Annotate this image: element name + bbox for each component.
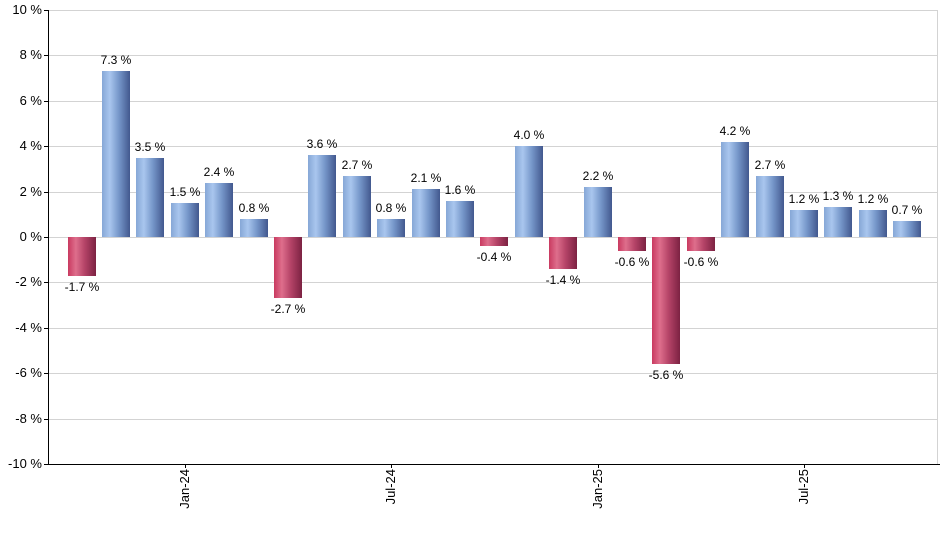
bar (68, 237, 96, 276)
gridline (48, 192, 938, 193)
bar-value-label: 2.2 % (582, 169, 614, 183)
bar-value-label: 0.7 % (891, 203, 923, 217)
bar (893, 221, 921, 237)
y-tick-mark (44, 464, 48, 465)
bar (824, 207, 852, 237)
gridline (48, 55, 938, 56)
y-tick-label: -6 % (15, 365, 42, 380)
x-tick-mark (185, 464, 186, 468)
bar-value-label: -1.4 % (545, 273, 581, 287)
bar (205, 183, 233, 237)
bar (721, 142, 749, 237)
bar-value-label: 2.7 % (341, 158, 373, 172)
x-tick-mark (598, 464, 599, 468)
y-tick-label: 6 % (19, 93, 42, 108)
x-axis-line (48, 464, 940, 465)
bar (515, 146, 543, 237)
plot-right-border (937, 10, 938, 464)
y-tick-mark (44, 328, 48, 329)
y-tick-mark (44, 282, 48, 283)
bar-value-label: 0.8 % (375, 201, 407, 215)
bar (412, 189, 440, 237)
bar-value-label: 1.3 % (822, 189, 854, 203)
x-tick-mark (391, 464, 392, 468)
x-tick-label: Jul-25 (796, 469, 811, 505)
gridline (48, 328, 938, 329)
bar (446, 201, 474, 237)
x-tick-mark (804, 464, 805, 468)
bar-value-label: 1.2 % (788, 192, 820, 206)
y-tick-label: 10 % (12, 2, 42, 17)
gridline (48, 146, 938, 147)
bar-value-label: 2.7 % (754, 158, 786, 172)
bar (171, 203, 199, 237)
bar (549, 237, 577, 269)
bar (343, 176, 371, 237)
bar (687, 237, 715, 251)
bar (618, 237, 646, 251)
y-tick-label: 2 % (19, 184, 42, 199)
gridline (48, 282, 938, 283)
bar (308, 155, 336, 237)
bar-value-label: 3.6 % (306, 137, 338, 151)
y-tick-label: -8 % (15, 411, 42, 426)
y-tick-mark (44, 146, 48, 147)
y-tick-label: -10 % (8, 456, 42, 471)
bar-value-label: -2.7 % (270, 302, 306, 316)
bar-value-label: 1.5 % (169, 185, 201, 199)
bar-value-label: 4.2 % (719, 124, 751, 138)
bar-value-label: 2.4 % (203, 165, 235, 179)
bar-value-label: -0.6 % (683, 255, 719, 269)
bar-value-label: 2.1 % (410, 171, 442, 185)
x-tick-label: Jul-24 (383, 469, 398, 505)
bar (274, 237, 302, 298)
y-tick-mark (44, 419, 48, 420)
bar (790, 210, 818, 237)
x-tick-label: Jan-24 (177, 469, 192, 509)
bar (136, 158, 164, 237)
bar-value-label: -0.4 % (476, 250, 512, 264)
gridline (48, 10, 938, 11)
bar-value-label: -1.7 % (64, 280, 100, 294)
y-tick-mark (44, 10, 48, 11)
bar-value-label: 3.5 % (134, 140, 166, 154)
bar-value-label: -0.6 % (614, 255, 650, 269)
y-tick-label: -4 % (15, 320, 42, 335)
y-tick-label: 4 % (19, 138, 42, 153)
bar-value-label: -5.6 % (648, 368, 684, 382)
bar-value-label: 1.6 % (444, 183, 476, 197)
bar (756, 176, 784, 237)
y-axis-line (48, 10, 49, 465)
y-tick-label: -2 % (15, 274, 42, 289)
y-tick-mark (44, 55, 48, 56)
bar (240, 219, 268, 237)
bar-value-label: 1.2 % (857, 192, 889, 206)
bar (584, 187, 612, 237)
y-tick-mark (44, 373, 48, 374)
bar-value-label: 7.3 % (100, 53, 132, 67)
bar (377, 219, 405, 237)
y-tick-label: 0 % (19, 229, 42, 244)
bar (652, 237, 680, 364)
bar (102, 71, 130, 237)
y-tick-label: 8 % (19, 47, 42, 62)
bar (859, 210, 887, 237)
gridline (48, 101, 938, 102)
gridline (48, 373, 938, 374)
bar (480, 237, 508, 246)
y-tick-mark (44, 192, 48, 193)
bar-value-label: 4.0 % (513, 128, 545, 142)
x-tick-label: Jan-25 (590, 469, 605, 509)
y-tick-mark (44, 237, 48, 238)
bar-value-label: 0.8 % (238, 201, 270, 215)
gridline (48, 419, 938, 420)
y-tick-mark (44, 101, 48, 102)
